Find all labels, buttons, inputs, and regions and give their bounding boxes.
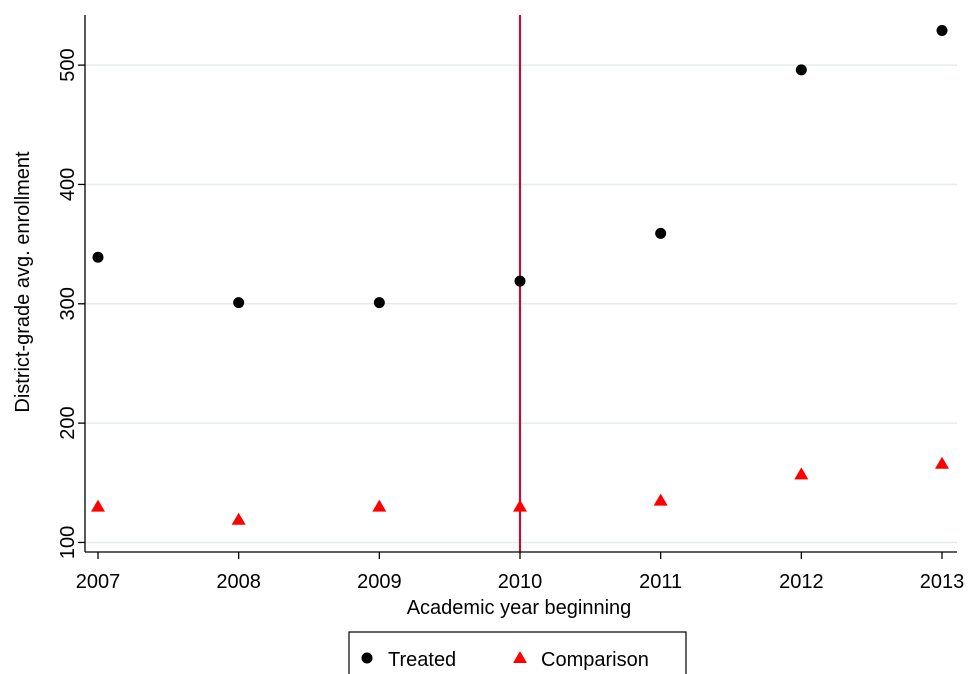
y-tick-label: 500 [57, 48, 79, 81]
x-tick-label: 2008 [216, 571, 261, 593]
treated-point [373, 297, 385, 309]
x-tick-label: 2010 [498, 571, 543, 593]
y-tick-label: 200 [57, 406, 79, 439]
treated-point [514, 275, 526, 287]
treated-point [936, 25, 948, 37]
treated-point [92, 251, 104, 263]
comparison-point [91, 499, 105, 512]
comparison-point [935, 456, 949, 469]
comparison-point [513, 499, 527, 512]
x-tick-label: 2007 [76, 571, 121, 593]
legend-comparison-label: Comparison [541, 649, 649, 671]
legend: Treated Comparison [348, 631, 687, 674]
legend-box [348, 631, 687, 674]
x-tick-label: 2012 [779, 571, 824, 593]
x-tick-label: 2013 [920, 571, 965, 593]
legend-comparison-marker [513, 651, 527, 663]
legend-treated-marker [361, 652, 373, 664]
treated-point [655, 227, 667, 239]
comparison-point [231, 512, 246, 525]
comparison-point [653, 493, 668, 506]
legend-treated-label: Treated [388, 649, 456, 671]
y-axis-title: District-grade avg. enrollment [12, 151, 34, 413]
y-tick-label: 100 [57, 526, 79, 559]
comparison-point [794, 467, 809, 480]
x-tick-label: 2009 [357, 571, 402, 593]
treated-point [795, 64, 807, 76]
axes: 100 200 300 400 500 2007 2008 2009 2010 2011 2012 2… [57, 15, 964, 593]
data-marks [91, 25, 949, 525]
treated-point [233, 297, 245, 309]
x-axis-title: Academic year beginning [407, 597, 632, 619]
x-tick-label: 2011 [639, 571, 682, 593]
y-tick-label: 300 [57, 287, 79, 320]
comparison-point [372, 499, 387, 512]
y-tick-label: 400 [57, 168, 79, 201]
